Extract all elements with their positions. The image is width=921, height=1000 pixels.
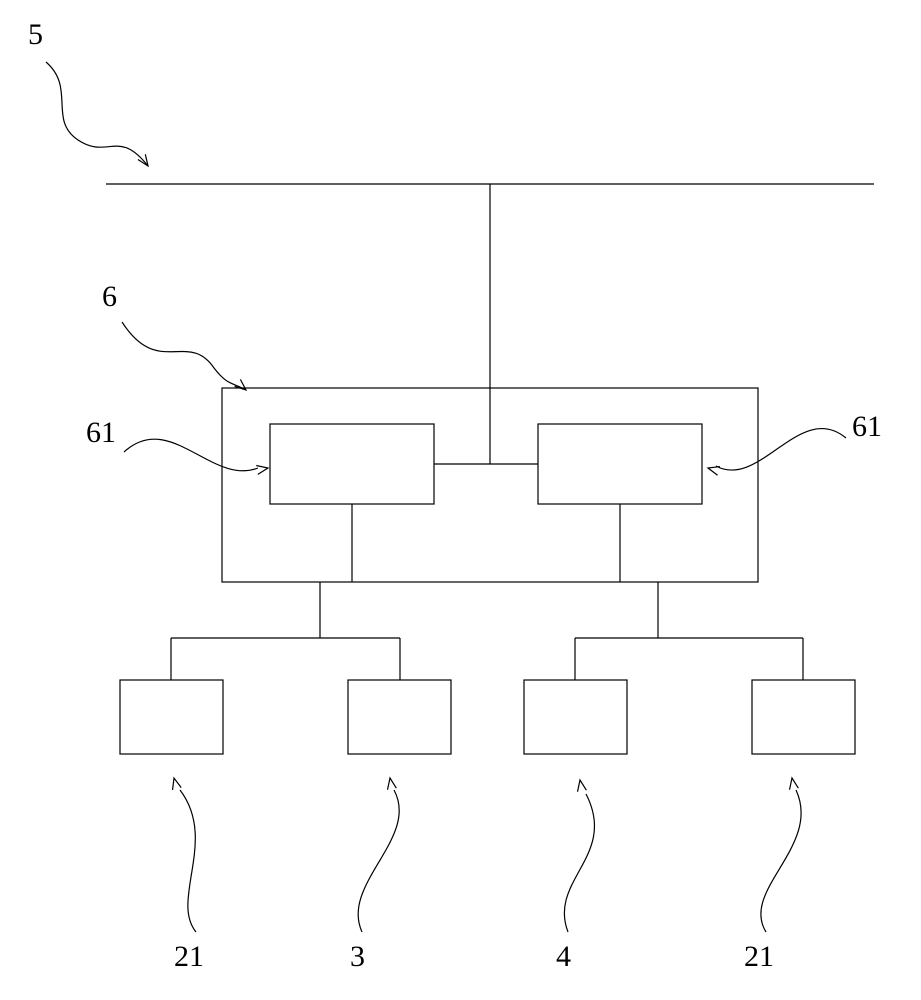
label-61-left: 61 <box>86 416 116 449</box>
block-21-a <box>120 680 223 754</box>
label-5: 5 <box>28 18 43 51</box>
diagram-canvas: 5 6 61 61 21 3 4 21 <box>0 0 921 1000</box>
label-5-leader <box>46 62 148 166</box>
block-4 <box>524 680 627 754</box>
label-61-right-arrow <box>708 467 720 476</box>
label-21-left-leader <box>180 790 196 932</box>
label-61-right-leader <box>716 429 846 471</box>
subblock-61-left <box>270 424 434 504</box>
label-21-right-arrow <box>790 778 799 790</box>
label-21-right-leader <box>761 790 801 932</box>
block-21-b <box>752 680 855 754</box>
label-4-leader <box>564 794 594 932</box>
structure-layer <box>106 184 874 754</box>
label-4-arrow <box>578 780 587 792</box>
label-3-leader <box>358 790 399 932</box>
label-3: 3 <box>350 940 365 973</box>
labels-layer: 5 6 61 61 21 3 4 21 <box>28 18 882 973</box>
label-21-left: 21 <box>174 940 204 973</box>
label-21-right: 21 <box>744 940 774 973</box>
label-4: 4 <box>556 940 571 973</box>
label-6-leader <box>122 322 246 390</box>
block-3 <box>348 680 451 754</box>
label-61-right: 61 <box>852 410 882 443</box>
label-3-arrow <box>388 778 397 790</box>
label-61-left-leader <box>124 439 258 471</box>
label-21-left-arrow <box>173 778 182 790</box>
label-61-left-arrow <box>256 466 268 475</box>
label-6: 6 <box>102 280 117 313</box>
subblock-61-right <box>538 424 702 504</box>
